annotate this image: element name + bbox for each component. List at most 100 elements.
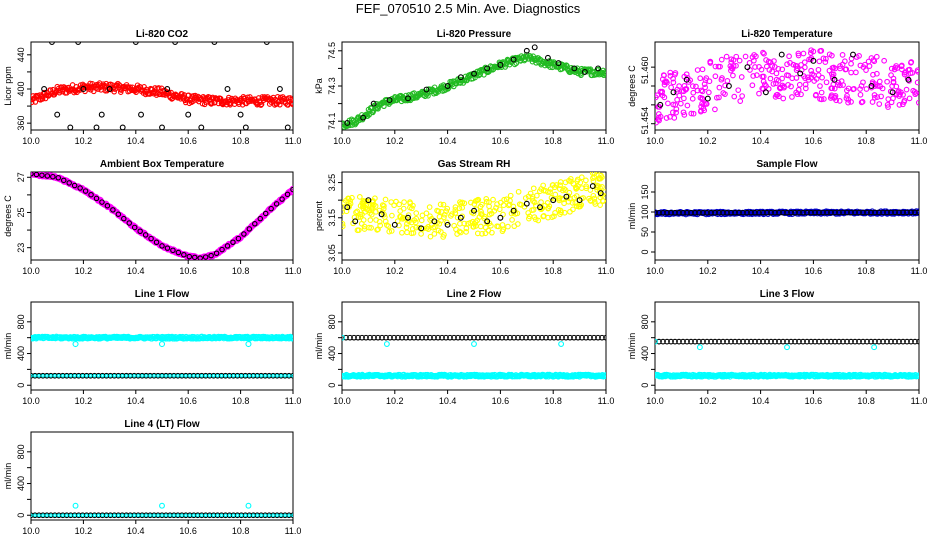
data-point [603, 334, 606, 341]
data-point [259, 513, 263, 517]
data-point [476, 214, 483, 220]
data-point [158, 340, 166, 348]
x-tick-label: 10.4 [752, 266, 770, 276]
series-black [41, 42, 291, 130]
data-point [347, 200, 354, 207]
chart-panel-9: Line 3 Flow 10.0 10.2 10.4 10.6 10.8 11.0 0 400 8… [627, 289, 927, 406]
data-point [164, 373, 168, 378]
data-point [226, 94, 232, 101]
x-tick-label: 10.8 [857, 396, 875, 406]
data-point [728, 67, 734, 74]
y-tick-label: 400 [16, 346, 26, 361]
data-point [530, 207, 537, 213]
data-point [784, 338, 790, 345]
data-point [291, 513, 293, 517]
data-point [365, 197, 372, 204]
data-point [808, 67, 814, 74]
data-point [343, 334, 349, 341]
data-point [115, 211, 122, 217]
x-tick-label: 10.6 [179, 526, 197, 536]
data-point [796, 81, 803, 88]
y-tick-label: 3.05 [327, 244, 337, 262]
data-point [602, 373, 606, 380]
y-axis-label: ml/min [3, 333, 13, 360]
data-point [800, 338, 806, 345]
data-point [908, 338, 914, 345]
data-point [820, 338, 826, 345]
data-point [359, 334, 365, 341]
data-point [812, 209, 818, 216]
data-point [406, 218, 412, 225]
data-point [457, 229, 464, 236]
data-point [37, 513, 41, 517]
data-point [76, 373, 81, 378]
data-point [860, 209, 866, 216]
data-point [152, 513, 156, 517]
data-point [826, 51, 833, 58]
series-black [655, 338, 919, 345]
data-point [180, 513, 184, 517]
data-point [271, 373, 275, 378]
data-point [459, 204, 466, 211]
data-point [752, 64, 758, 70]
y-tick-label: 800 [16, 314, 26, 329]
data-point [828, 338, 834, 345]
data-point [656, 209, 662, 216]
data-point [231, 513, 236, 517]
data-point [182, 99, 189, 106]
x-tick-label: 10.2 [386, 136, 404, 146]
x-tick-label: 10.4 [439, 136, 457, 146]
data-point [511, 334, 517, 341]
data-point [342, 334, 345, 341]
data-point [287, 513, 291, 517]
data-point [673, 106, 680, 112]
series-cyan [72, 502, 252, 509]
data-point [505, 223, 511, 230]
data-point [864, 209, 870, 216]
data-point [121, 215, 127, 222]
data-point [776, 209, 782, 216]
data-point [180, 373, 184, 378]
data-point [31, 373, 33, 378]
data-point [901, 69, 908, 76]
data-point [702, 84, 709, 91]
data-point [788, 209, 794, 216]
data-point [595, 65, 602, 72]
data-point [289, 335, 293, 342]
data-point [471, 334, 477, 341]
data-point [378, 211, 385, 218]
data-point [413, 224, 419, 231]
data-point [349, 194, 355, 201]
data-point [100, 81, 107, 87]
data-point [599, 197, 606, 204]
data-point [912, 91, 919, 98]
data-point [156, 513, 160, 517]
data-point [573, 185, 580, 192]
x-tick-label: 10.6 [179, 266, 197, 276]
data-point [732, 338, 738, 345]
x-tick-label: 10.6 [805, 136, 823, 146]
data-point [562, 187, 569, 193]
data-point [128, 373, 132, 378]
data-point [88, 513, 93, 517]
data-point [215, 513, 220, 517]
y-axis-label: ml/min [627, 203, 637, 230]
data-point [804, 209, 810, 216]
panel-title: Line 4 (LT) Flow [124, 419, 200, 430]
data-point [537, 204, 543, 211]
data-point [595, 334, 601, 341]
data-point [60, 177, 67, 184]
data-layer [342, 334, 606, 380]
chart-panel-1: Li-820 CO2 10.0 10.2 10.4 10.6 10.8 11.0 360 400… [3, 29, 301, 146]
x-tick-label: 11.0 [285, 396, 302, 406]
data-point [108, 373, 113, 378]
data-point [544, 54, 551, 61]
data-point [672, 338, 678, 345]
data-point [407, 334, 413, 341]
data-point [511, 207, 518, 213]
data-point [868, 338, 874, 345]
data-point [45, 373, 49, 378]
y-tick-label: 50 [640, 227, 650, 237]
data-point [916, 338, 919, 345]
data-point [140, 373, 144, 378]
